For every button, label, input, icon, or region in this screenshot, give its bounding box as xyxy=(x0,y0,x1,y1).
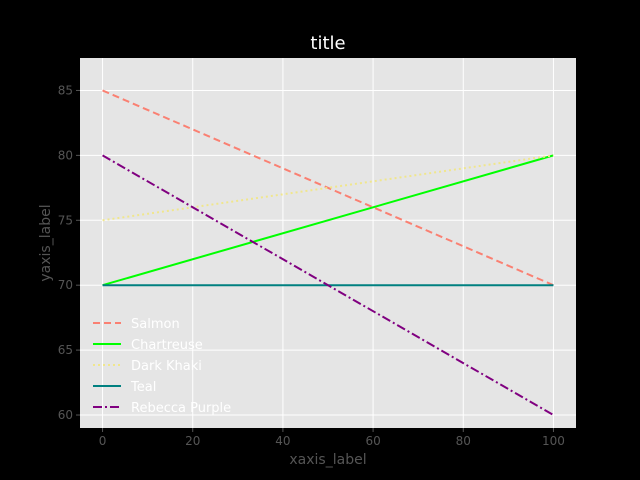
series-line-chartreuse xyxy=(102,154,554,287)
x-tick-label: 60 xyxy=(365,434,380,448)
y-tick-label: 75 xyxy=(58,213,73,227)
x-tick-label: 40 xyxy=(275,434,290,448)
legend-label: Rebecca Purple xyxy=(131,401,231,416)
x-tick-label: 80 xyxy=(456,434,471,448)
y-tick-label: 80 xyxy=(58,148,73,162)
y-tick-label: 85 xyxy=(58,83,73,97)
series-line-salmon xyxy=(102,89,554,287)
plot-area xyxy=(80,58,576,428)
axis-ticks: 0 20 40 60 80 100 60 65 70 75 80 85 xyxy=(58,83,565,448)
y-tick-label: 65 xyxy=(58,343,73,357)
x-axis-label: xaxis_label xyxy=(289,452,366,468)
chart-title: title xyxy=(310,33,345,54)
y-tick-label: 60 xyxy=(58,408,73,422)
y-tick-label: 70 xyxy=(58,278,73,292)
series-lines xyxy=(102,89,554,416)
grid-lines xyxy=(80,58,576,428)
y-axis-label: yaxis_label xyxy=(38,204,54,281)
legend-label: Teal xyxy=(130,380,156,395)
x-tick-label: 20 xyxy=(185,434,200,448)
legend: Salmon Chartreuse Dark Khaki Teal Rebecca Pu… xyxy=(93,317,231,416)
series-line-rebecca-purple xyxy=(102,154,554,416)
legend-label: Dark Khaki xyxy=(131,359,202,374)
legend-label: Chartreuse xyxy=(131,338,203,353)
x-tick-label: 0 xyxy=(99,434,107,448)
series-line-dark-khaki xyxy=(102,154,554,222)
x-tick-label: 100 xyxy=(542,434,565,448)
legend-label: Salmon xyxy=(131,317,180,332)
